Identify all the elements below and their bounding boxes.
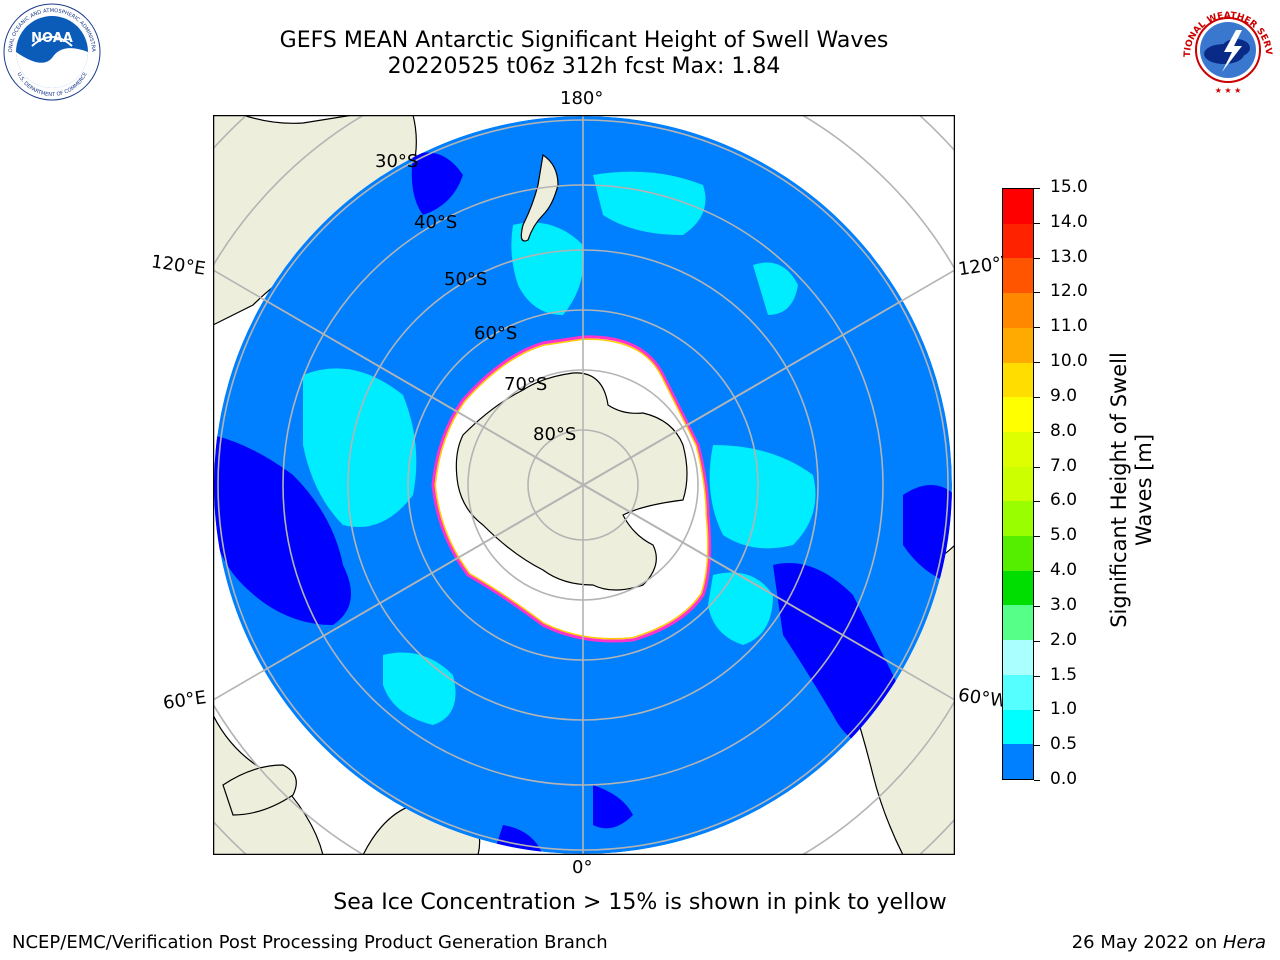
colorbar-tick-mark bbox=[1034, 431, 1040, 433]
colorbar-tick-label: 15.0 bbox=[1050, 177, 1088, 197]
lat-label-40s: 40°S bbox=[414, 212, 458, 233]
colorbar-swatch bbox=[1003, 431, 1033, 467]
colorbar-tick-mark bbox=[1034, 466, 1040, 468]
lat-label-50s: 50°S bbox=[444, 269, 488, 290]
colorbar-tick-label: 9.0 bbox=[1050, 385, 1078, 406]
colorbar-tick-label: 8.0 bbox=[1050, 420, 1078, 441]
colorbar-tick-label: 0.5 bbox=[1050, 734, 1078, 755]
colorbar-ticks: 15.0 14.0 13.0 12.0 11.0 10.0 9.0 8.0 7.0 6.0 5.0 4… bbox=[1034, 177, 1114, 789]
colorbar-swatch bbox=[1003, 501, 1033, 537]
new-zealand-land bbox=[520, 153, 559, 242]
colorbar-swatch bbox=[1003, 674, 1033, 710]
colorbar-swatch bbox=[1003, 223, 1033, 259]
chart-subtitle: 20220525 t06z 312h fcst Max: 1.84 bbox=[387, 54, 781, 79]
colorbar-tick-label: 1.0 bbox=[1050, 699, 1078, 720]
colorbar-label: Significant Height of Swell Waves [m] bbox=[1092, 290, 1172, 690]
colorbar-label-line2: Waves [m] bbox=[1132, 433, 1156, 547]
colorbar-tick-mark bbox=[1034, 605, 1040, 607]
colorbar-tick-mark bbox=[1034, 780, 1040, 781]
colorbar-tick-mark bbox=[1034, 675, 1040, 677]
noaa-logo-text: NOAA bbox=[31, 31, 73, 46]
polar-map bbox=[212, 114, 956, 856]
lat-label-70s: 70°S bbox=[504, 374, 548, 395]
colorbar bbox=[1002, 188, 1034, 780]
sea-ice-note: Sea Ice Concentration > 15% is shown in … bbox=[333, 890, 947, 915]
colorbar-tick-label: 7.0 bbox=[1050, 455, 1078, 476]
map-frame bbox=[212, 114, 956, 856]
colorbar-tick-label: 6.0 bbox=[1050, 490, 1078, 511]
chart-title: GEFS MEAN Antarctic Significant Height o… bbox=[279, 28, 889, 53]
colorbar-swatch bbox=[1003, 605, 1033, 641]
outer-gridlines bbox=[213, 115, 955, 855]
colorbar-tick-mark bbox=[1034, 536, 1040, 538]
colorbar-swatch bbox=[1003, 362, 1033, 398]
colorbar-tick-mark bbox=[1034, 745, 1040, 747]
colorbar-tick-label: 0.0 bbox=[1050, 769, 1078, 789]
lat-label-80s: 80°S bbox=[533, 424, 577, 445]
colorbar-swatch bbox=[1003, 397, 1033, 432]
lat-label-60s: 60°S bbox=[474, 323, 518, 344]
nws-logo: NATIONAL WEATHER SERVICE ★ ★ ★ bbox=[1174, 0, 1278, 100]
svg-text:★ ★ ★: ★ ★ ★ bbox=[1215, 86, 1242, 95]
colorbar-label-line1: Significant Height of Swell bbox=[1107, 352, 1131, 628]
colorbar-tick-mark bbox=[1034, 501, 1040, 503]
colorbar-tick-label: 2.0 bbox=[1050, 629, 1078, 650]
colorbar-swatch bbox=[1003, 258, 1033, 294]
colorbar-tick-mark bbox=[1034, 710, 1040, 712]
low-swell-regions bbox=[214, 152, 952, 854]
lon-label-lower-left: 60°E bbox=[161, 687, 208, 714]
colorbar-tick-label: 11.0 bbox=[1050, 316, 1088, 337]
colorbar-tick-mark bbox=[1034, 396, 1040, 398]
colorbar-tick-mark bbox=[1034, 222, 1040, 224]
date-text: 26 May 2022 on bbox=[1071, 932, 1223, 953]
colorbar-swatch bbox=[1003, 327, 1033, 363]
colorbar-tick-mark bbox=[1034, 571, 1040, 573]
colorbar-swatch bbox=[1003, 570, 1033, 606]
colorbar-swatch bbox=[1003, 536, 1033, 571]
colorbar-tick-mark bbox=[1034, 327, 1040, 329]
colorbar-tick-label: 1.5 bbox=[1050, 664, 1078, 685]
colorbar-tick-mark bbox=[1034, 257, 1040, 259]
colorbar-swatch bbox=[1003, 466, 1033, 502]
colorbar-swatch bbox=[1003, 709, 1033, 745]
colorbar-tick-mark bbox=[1034, 188, 1040, 189]
colorbar-tick-label: 13.0 bbox=[1050, 246, 1088, 267]
colorbar-tick-label: 3.0 bbox=[1050, 594, 1078, 615]
colorbar-tick-label: 10.0 bbox=[1050, 351, 1088, 372]
lon-label-bottom: 0° bbox=[572, 857, 593, 878]
colorbar-swatch bbox=[1003, 640, 1033, 675]
date-line: 26 May 2022 on Hera bbox=[1072, 932, 1266, 953]
colorbar-swatch bbox=[1003, 189, 1033, 224]
colorbar-tick-mark bbox=[1034, 292, 1040, 294]
sea-ice-edge bbox=[434, 338, 709, 640]
colorbar-tick-label: 4.0 bbox=[1050, 560, 1078, 581]
colorbar-tick-label: 12.0 bbox=[1050, 281, 1088, 302]
colorbar-swatch bbox=[1003, 293, 1033, 328]
colorbar-tick-mark bbox=[1034, 640, 1040, 642]
colorbar-tick-label: 5.0 bbox=[1050, 525, 1078, 546]
colorbar-tick-label: 14.0 bbox=[1050, 211, 1088, 232]
credit-line: NCEP/EMC/Verification Post Processing Pr… bbox=[12, 932, 608, 953]
antarctica-land bbox=[455, 372, 688, 591]
noaa-logo: NOAA NATIONAL OCEANIC AND ATMOSPHERIC AD… bbox=[0, 0, 102, 102]
lon-label-upper-left: 120°E bbox=[149, 251, 207, 280]
colorbar-tick-mark bbox=[1034, 362, 1040, 364]
lon-label-top: 180° bbox=[560, 88, 604, 109]
machine-name: Hera bbox=[1222, 932, 1266, 953]
colorbar-swatch bbox=[1003, 744, 1033, 779]
lat-label-30s: 30°S bbox=[375, 151, 419, 172]
